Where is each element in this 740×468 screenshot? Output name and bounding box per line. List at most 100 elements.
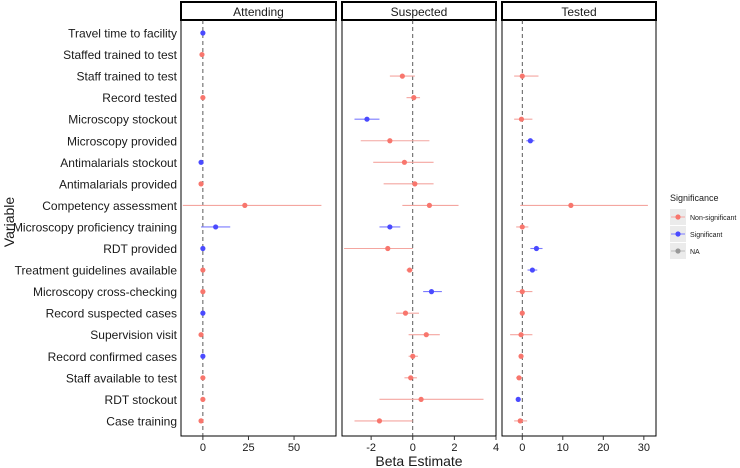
point-estimate bbox=[200, 310, 206, 316]
estimate-competency-assessment bbox=[402, 202, 459, 208]
y-tick-labels: Travel time to facility Staffed trained t… bbox=[13, 27, 178, 429]
point-estimate bbox=[200, 267, 206, 273]
legend-dot bbox=[675, 248, 681, 254]
point-estimate bbox=[518, 332, 524, 338]
y-tick-label-rdt-provided: RDT provided bbox=[103, 242, 177, 256]
legend-dot bbox=[675, 231, 681, 237]
point-estimate bbox=[200, 30, 206, 36]
estimate-rdt-stockout bbox=[200, 396, 206, 402]
point-estimate bbox=[387, 224, 393, 230]
legend-dot bbox=[675, 214, 681, 220]
estimate-rdt-stockout bbox=[515, 396, 521, 402]
estimate-staff-trained-to-test bbox=[389, 73, 415, 79]
point-estimate bbox=[200, 375, 206, 381]
estimate-treatment-guidelines-available bbox=[406, 267, 413, 273]
estimate-record-confirmed-cases bbox=[200, 353, 206, 359]
point-estimate bbox=[428, 289, 435, 295]
estimate-antimalarials-stockout bbox=[198, 159, 204, 165]
point-estimate bbox=[407, 267, 413, 273]
estimate-microscopy-cross-checking bbox=[423, 289, 442, 295]
y-tick-label-microscopy-proficiency-training: Microscopy proficiency training bbox=[13, 220, 177, 234]
estimate-record-tested bbox=[406, 95, 421, 101]
estimate-record-suspected-cases bbox=[396, 310, 419, 316]
estimate-staff-available-to-test bbox=[516, 375, 523, 381]
point-estimate bbox=[198, 181, 204, 187]
y-axis-title: Variable bbox=[1, 197, 17, 248]
panel-frame bbox=[180, 19, 337, 437]
legend-item-non-significant: Non-significant bbox=[670, 209, 736, 225]
estimate-microscopy-stockout bbox=[354, 116, 380, 122]
y-tick-label-antimalarials-stockout: Antimalarials stockout bbox=[60, 156, 177, 170]
point-estimate bbox=[426, 202, 433, 208]
point-estimate bbox=[527, 138, 533, 144]
point-estimate bbox=[519, 73, 525, 79]
point-estimate bbox=[387, 138, 393, 144]
point-estimate bbox=[519, 310, 525, 316]
estimate-staff-trained-to-test bbox=[514, 73, 539, 79]
point-estimate bbox=[399, 73, 405, 79]
point-estimate bbox=[519, 289, 525, 295]
panel-attending: Attending 0 25 50 bbox=[180, 1, 337, 454]
y-tick-label-record-confirmed-cases: Record confirmed cases bbox=[48, 350, 177, 364]
estimate-competency-assessment bbox=[182, 202, 322, 208]
legend-label: NA bbox=[690, 249, 700, 256]
strip-label-tested: Tested bbox=[561, 5, 596, 19]
estimate-record-suspected-cases bbox=[200, 310, 206, 316]
point-estimate bbox=[516, 375, 522, 381]
estimate-microscopy-cross-checking bbox=[516, 289, 533, 295]
y-tick-label-staff-available-to-test: Staff available to test bbox=[66, 371, 178, 385]
point-estimate bbox=[200, 289, 206, 295]
legend-item-na: NA bbox=[670, 243, 700, 259]
estimate-supervision-visit bbox=[198, 332, 204, 338]
panel-suspected: Suspected -2 0 2 4 bbox=[341, 1, 499, 454]
estimate-treatment-guidelines-available bbox=[200, 267, 206, 273]
legend-label: Significant bbox=[690, 232, 722, 239]
estimate-antimalarials-provided bbox=[383, 181, 434, 187]
estimate-record-confirmed-cases bbox=[408, 353, 418, 359]
x-tick-label: 30 bbox=[638, 442, 650, 454]
point-estimate bbox=[242, 202, 248, 208]
y-tick-label-staffed-trained-to-test: Staffed trained to test bbox=[63, 48, 178, 62]
point-estimate bbox=[199, 51, 205, 58]
point-estimate bbox=[529, 267, 535, 273]
point-estimate bbox=[533, 245, 540, 252]
x-tick-label: 25 bbox=[242, 442, 254, 454]
point-estimate bbox=[517, 418, 523, 424]
panel-frame bbox=[341, 19, 497, 437]
estimate-treatment-guidelines-available bbox=[527, 267, 538, 273]
estimate-case-training bbox=[198, 418, 204, 424]
estimate-staff-available-to-test bbox=[404, 375, 417, 381]
y-tick-label-rdt-stockout: RDT stockout bbox=[105, 393, 178, 407]
point-estimate bbox=[376, 418, 383, 424]
point-estimate bbox=[200, 245, 206, 252]
point-estimate bbox=[385, 245, 391, 252]
legend: Significance Non-significant Significant NA bbox=[670, 193, 736, 259]
estimate-supervision-visit bbox=[408, 332, 440, 338]
estimate-staffed-trained-to-test bbox=[199, 51, 205, 58]
point-estimate bbox=[401, 159, 408, 165]
estimate-rdt-stockout bbox=[379, 396, 484, 402]
x-tick-label: 20 bbox=[597, 442, 609, 454]
point-estimate bbox=[515, 396, 521, 402]
y-tick-label-microscopy-provided: Microscopy provided bbox=[67, 134, 177, 148]
estimate-microscopy-provided bbox=[526, 138, 535, 144]
estimate-rdt-provided bbox=[530, 245, 543, 252]
panel-tested: Tested 0 10 20 30 bbox=[501, 1, 657, 454]
panel-frame bbox=[501, 19, 657, 437]
legend-label: Non-significant bbox=[690, 215, 736, 222]
y-tick-label-microscopy-stockout: Microscopy stockout bbox=[68, 113, 177, 127]
legend-title: Significance bbox=[670, 193, 719, 203]
panels-layer: Attending 0 25 50 Suspected -2 0 2 4 Tested 0 10 20 3… bbox=[180, 1, 657, 454]
estimate-rdt-provided bbox=[200, 245, 206, 252]
point-estimate bbox=[213, 224, 219, 230]
x-tick-label: 50 bbox=[288, 442, 300, 454]
estimate-record-confirmed-cases bbox=[518, 353, 524, 359]
point-estimate bbox=[198, 159, 204, 165]
estimate-competency-assessment bbox=[520, 202, 648, 208]
strip-label-suspected: Suspected bbox=[391, 5, 448, 19]
y-tick-label-competency-assessment: Competency assessment bbox=[42, 199, 177, 213]
point-estimate bbox=[200, 95, 206, 101]
estimate-microscopy-proficiency-training bbox=[516, 224, 529, 230]
estimate-rdt-provided bbox=[344, 245, 413, 252]
